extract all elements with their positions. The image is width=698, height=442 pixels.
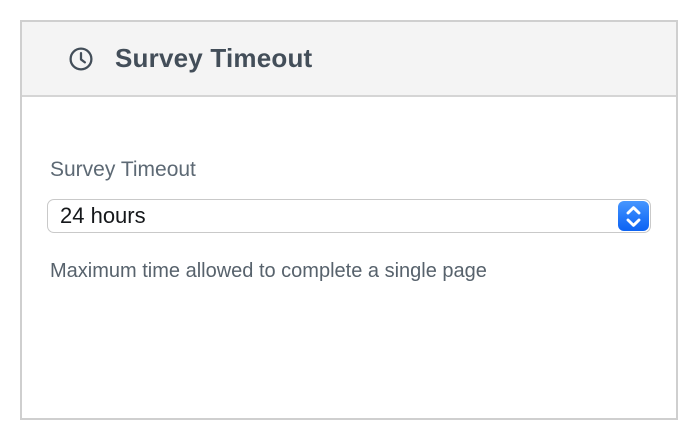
- card-title: Survey Timeout: [115, 43, 313, 73]
- card-body: Survey Timeout 24 hours Maximum time all…: [22, 97, 676, 283]
- survey-timeout-field-label: Survey Timeout: [50, 158, 196, 181]
- survey-timeout-select[interactable]: 24 hours: [47, 199, 651, 233]
- card-header: Survey Timeout: [22, 22, 676, 97]
- survey-timeout-card: Survey Timeout Survey Timeout 24 hours M…: [20, 20, 678, 420]
- chevron-up-down-icon[interactable]: [618, 201, 649, 231]
- select-selected-value: 24 hours: [60, 203, 146, 228]
- clock-icon: [69, 46, 93, 71]
- field-help-text: Maximum time allowed to complete a singl…: [50, 260, 487, 282]
